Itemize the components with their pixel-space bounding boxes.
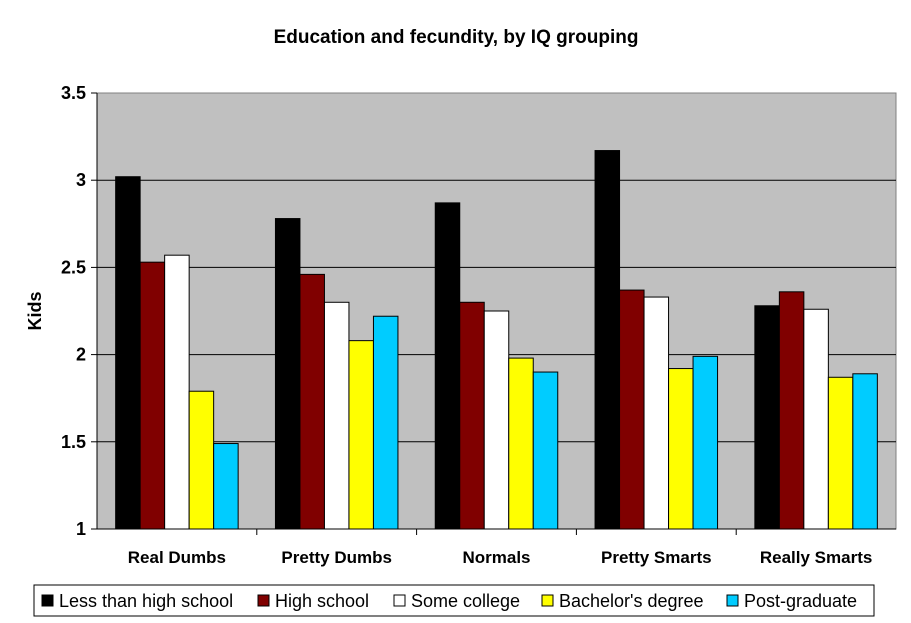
legend-label: Post-graduate (744, 591, 857, 611)
bar-bachelor-s-degree-pretty-dumbs (348, 340, 374, 530)
bar-less-than-high-school-real-dumbs (115, 176, 141, 530)
bar-high-school-normals (459, 301, 485, 530)
bar-post-graduate-pretty-smarts (692, 355, 719, 530)
y-tick-label: 1 (76, 519, 86, 539)
legend-label: Bachelor's degree (559, 591, 704, 611)
bar-post-graduate-normals (532, 371, 559, 530)
bar-post-graduate-pretty-dumbs (372, 315, 399, 530)
bar-bachelor-s-degree-normals (508, 357, 534, 530)
bar-some-college-real-dumbs (164, 254, 190, 530)
y-tick-label: 3.5 (61, 83, 86, 103)
bar-some-college-really-smarts (803, 308, 829, 530)
bar-post-graduate-really-smarts (852, 373, 878, 530)
bar-less-than-high-school-pretty-smarts (594, 150, 621, 530)
bar-bachelor-s-degree-pretty-smarts (668, 368, 694, 530)
bar-less-than-high-school-really-smarts (754, 305, 780, 530)
bar-bachelor-s-degree-really-smarts (827, 376, 854, 530)
legend-swatch (41, 594, 54, 607)
x-category-label: Real Dumbs (128, 548, 226, 567)
x-category-label: Pretty Smarts (601, 548, 712, 567)
legend-swatch (541, 594, 554, 607)
y-tick-label: 3 (76, 170, 86, 190)
bar-some-college-pretty-smarts (643, 296, 670, 530)
bar-high-school-really-smarts (778, 291, 805, 530)
bar-high-school-pretty-smarts (619, 289, 645, 530)
x-category-label: Pretty Dumbs (281, 548, 392, 567)
bar-some-college-normals (483, 310, 510, 530)
legend-label: Less than high school (59, 591, 233, 611)
chart-title: Education and fecundity, by IQ grouping (274, 27, 639, 48)
x-category-label: Really Smarts (760, 548, 872, 567)
x-category-label: Normals (462, 548, 530, 567)
plot-area: 1 1.5 2 2.5 3 3.5 Real Dumbs Pretty Dumbs Normal… (61, 83, 897, 567)
y-tick-label: 2.5 (61, 257, 86, 277)
bar-less-than-high-school-pretty-dumbs (274, 218, 301, 530)
legend-label: Some college (411, 591, 520, 611)
legend: Less than high school High school Some col… (33, 584, 875, 617)
legend-swatch (257, 594, 270, 607)
legend-swatch (393, 594, 406, 607)
bar-high-school-real-dumbs (139, 261, 166, 530)
y-axis-label: Kids (25, 291, 45, 330)
y-tick-label: 1.5 (61, 432, 86, 452)
bar-high-school-pretty-dumbs (299, 273, 325, 530)
bar-post-graduate-real-dumbs (213, 443, 239, 530)
bar-bachelor-s-degree-real-dumbs (188, 390, 215, 530)
bar-some-college-pretty-dumbs (323, 301, 350, 530)
bar-less-than-high-school-normals (434, 202, 461, 530)
y-tick-label: 2 (76, 345, 86, 365)
legend-label: High school (275, 591, 369, 611)
legend-swatch (726, 594, 739, 607)
